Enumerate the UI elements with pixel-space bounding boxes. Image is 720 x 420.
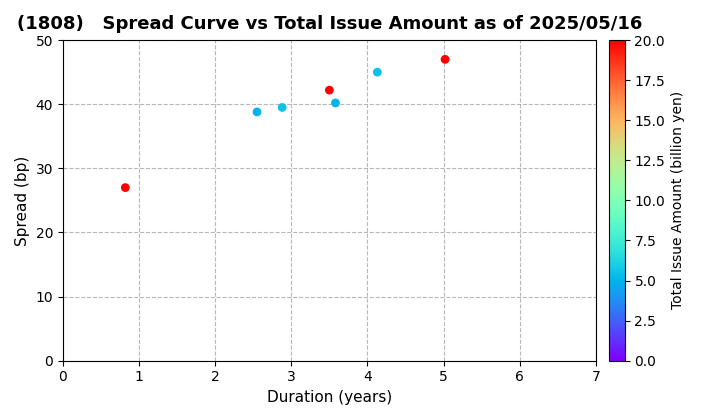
- Y-axis label: Spread (bp): Spread (bp): [15, 155, 30, 246]
- Point: [330, 100, 341, 106]
- Point: [372, 69, 383, 76]
- Y-axis label: Total Issue Amount (billion yen): Total Issue Amount (billion yen): [671, 92, 685, 310]
- Point: [276, 104, 288, 111]
- Point: [251, 108, 263, 115]
- Point: [120, 184, 131, 191]
- Point: [323, 87, 335, 94]
- X-axis label: Duration (years): Duration (years): [266, 390, 392, 405]
- Point: [439, 56, 451, 63]
- Title: (1808)   Spread Curve vs Total Issue Amount as of 2025/05/16: (1808) Spread Curve vs Total Issue Amoun…: [17, 15, 642, 33]
